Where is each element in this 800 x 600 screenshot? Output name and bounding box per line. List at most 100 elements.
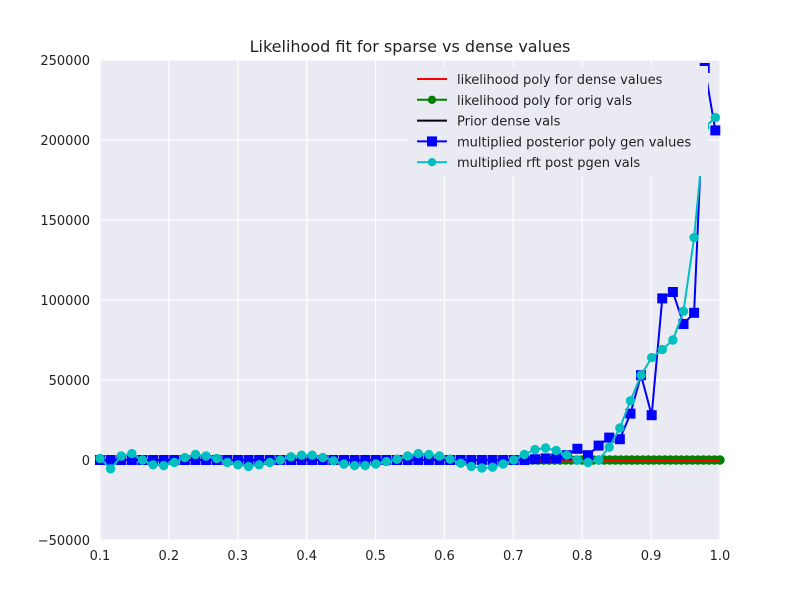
data-point	[424, 449, 434, 460]
data-point	[519, 449, 530, 460]
data-point	[466, 461, 477, 472]
y-axis: −50000 0 50000 100000 150000 200000 250000	[38, 54, 90, 549]
data-point	[307, 455, 318, 465]
data-point	[614, 434, 625, 445]
data-point	[95, 453, 105, 464]
data-point	[402, 451, 413, 461]
data-point	[275, 455, 286, 465]
x-axis: 0.1 0.2 0.3 0.4 0.5 0.6 0.7 0.8 0.9 1.0	[90, 549, 731, 564]
data-point	[530, 444, 540, 455]
y-tick-label: 150000	[40, 214, 90, 229]
data-point	[158, 455, 169, 465]
data-point	[201, 451, 211, 461]
x-tick-label: 0.6	[434, 549, 455, 564]
x-tick-label: 0.3	[227, 549, 248, 564]
data-point	[148, 460, 158, 470]
data-point	[392, 454, 402, 464]
data-point	[667, 287, 678, 297]
data-point	[434, 451, 445, 461]
data-point	[413, 448, 423, 459]
data-point	[169, 457, 179, 468]
legend-item: likelihood poly for dense values	[417, 73, 663, 88]
data-point	[572, 443, 583, 454]
data-point	[466, 455, 477, 465]
data-point	[232, 455, 243, 465]
legend-item: Prior dense vals	[417, 115, 561, 130]
data-point	[593, 440, 604, 451]
series-layer	[95, 63, 725, 474]
data-point	[211, 453, 222, 464]
x-tick-label: 0.7	[503, 549, 524, 564]
legend-label: likelihood poly for dense values	[457, 73, 663, 88]
data-point	[127, 448, 137, 459]
data-point	[296, 455, 307, 465]
legend-marker	[427, 158, 437, 167]
data-point	[477, 463, 487, 473]
data-point	[254, 455, 265, 465]
data-point	[105, 464, 116, 474]
data-point	[710, 125, 721, 136]
data-point	[180, 452, 190, 463]
data-point	[318, 452, 328, 463]
data-point	[540, 453, 551, 464]
data-point	[529, 454, 540, 465]
legend-label: Prior dense vals	[457, 115, 561, 130]
x-tick-label: 0.8	[572, 549, 593, 564]
data-point	[551, 453, 562, 464]
data-point	[487, 462, 498, 472]
data-point	[360, 460, 370, 471]
legend-box	[408, 66, 708, 176]
data-point	[678, 306, 689, 316]
data-point	[593, 455, 604, 465]
data-point	[190, 455, 201, 465]
data-point	[158, 460, 169, 471]
data-point	[339, 459, 349, 469]
data-point	[233, 460, 243, 470]
data-point	[625, 396, 636, 406]
data-point	[583, 450, 594, 461]
data-point	[615, 423, 625, 433]
data-point	[243, 455, 254, 465]
data-point	[371, 459, 381, 469]
data-point	[636, 370, 646, 380]
y-tick-label: 200000	[40, 134, 90, 149]
data-point	[148, 455, 159, 465]
legend-item: multiplied rft post pgen vals	[417, 156, 640, 171]
x-tick-label: 0.4	[296, 549, 317, 564]
legend-label: multiplied posterior poly gen values	[457, 135, 691, 150]
data-point	[604, 432, 615, 443]
data-point	[487, 455, 498, 465]
data-point	[604, 442, 614, 452]
data-point	[116, 451, 126, 461]
data-point	[678, 319, 689, 329]
data-point	[498, 459, 508, 469]
data-point	[657, 293, 668, 304]
data-point	[710, 112, 721, 123]
x-tick-label: 0.5	[365, 549, 386, 564]
data-point	[349, 455, 360, 465]
y-tick-label: 50000	[49, 374, 90, 389]
data-point	[296, 450, 307, 460]
data-point	[562, 450, 572, 460]
data-point	[328, 456, 339, 466]
data-point	[646, 410, 657, 421]
data-point	[456, 458, 466, 468]
data-point	[243, 461, 254, 472]
x-tick-label: 0.2	[159, 549, 180, 564]
data-point	[307, 450, 317, 460]
data-point	[286, 452, 296, 462]
data-point	[381, 456, 392, 467]
x-tick-label: 0.9	[641, 549, 662, 564]
data-point	[540, 443, 551, 453]
y-tick-label: −50000	[38, 534, 90, 549]
data-point	[360, 455, 371, 465]
data-point	[657, 344, 667, 355]
x-tick-label: 0.1	[90, 549, 111, 564]
data-point	[646, 352, 657, 363]
data-point	[476, 455, 487, 465]
legend-item: likelihood poly for orig vals	[417, 94, 632, 109]
legend-item: multiplied posterior poly gen values	[417, 135, 691, 150]
data-point	[265, 457, 275, 468]
data-point	[519, 455, 530, 465]
